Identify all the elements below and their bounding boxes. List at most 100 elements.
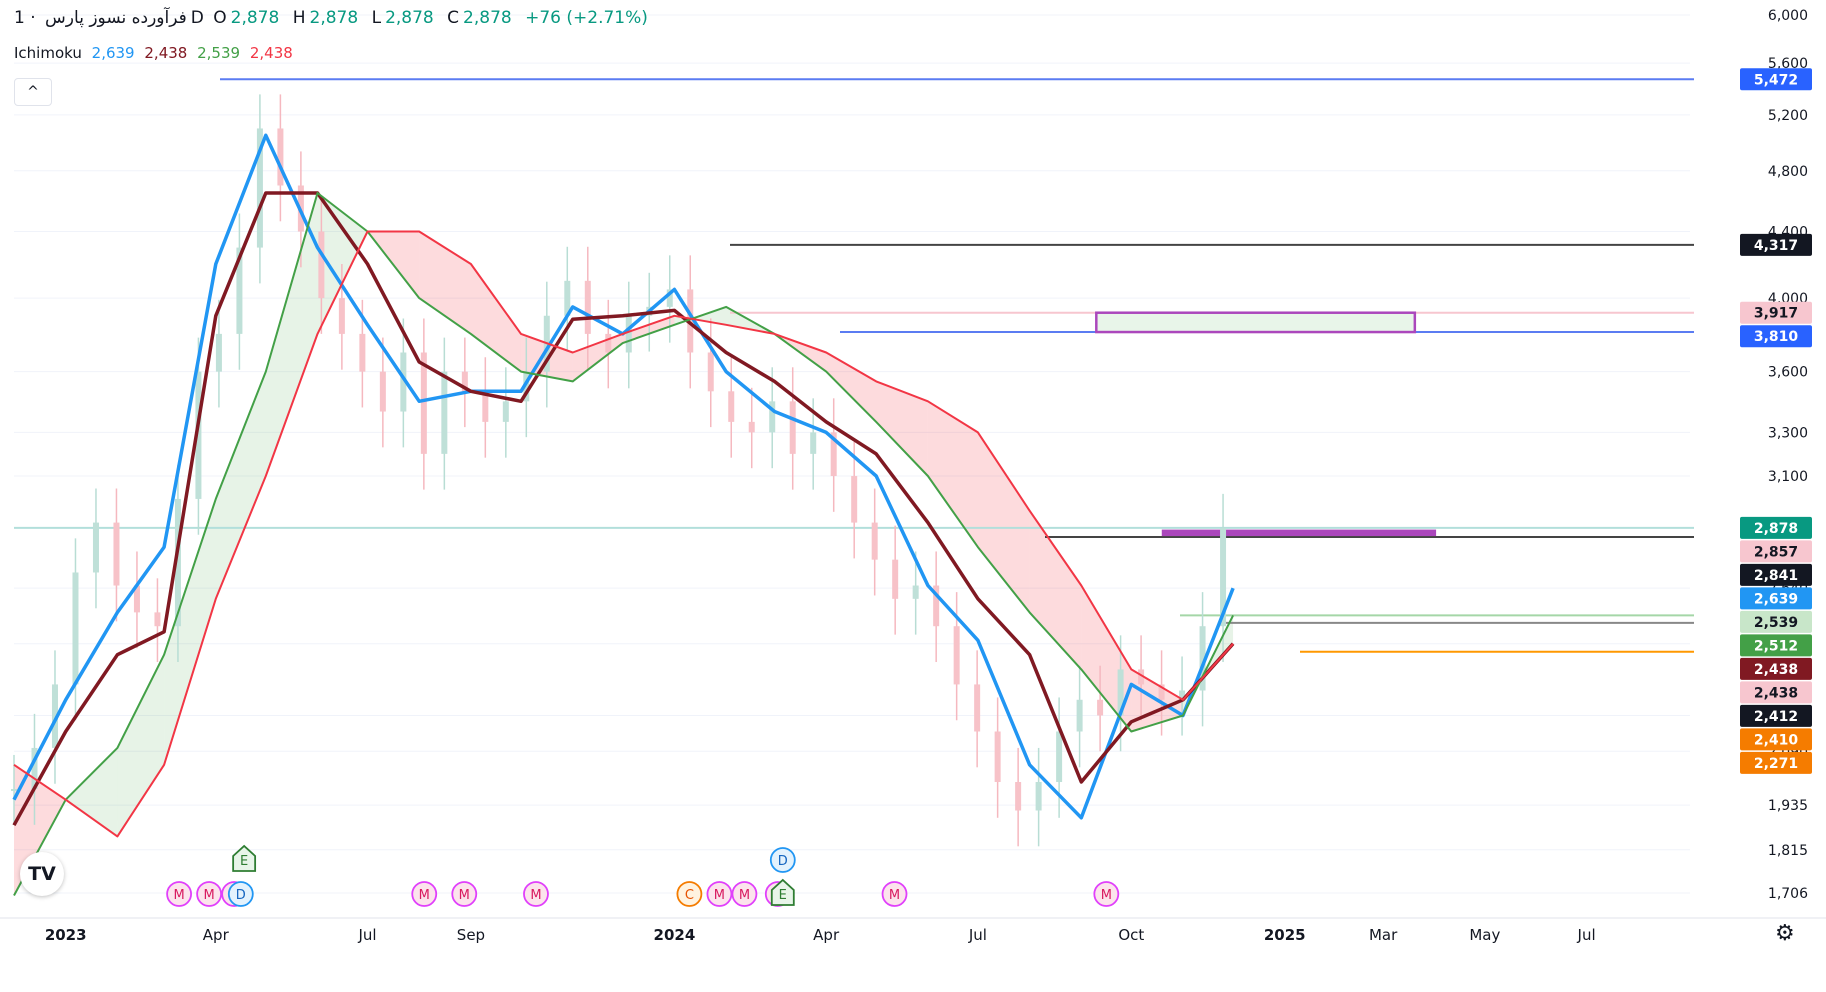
price-tag-14: 2,271 <box>1740 751 1812 774</box>
price-tag-bg-9 <box>1740 634 1812 657</box>
cloud-segment-4 <box>215 371 266 599</box>
candle-body-9 <box>195 371 202 499</box>
x-tick-label-3: Sep <box>457 926 485 944</box>
y-tick-label-3: 4,800 <box>1768 164 1808 180</box>
price-tag-bg-0 <box>1740 68 1812 91</box>
x-tick-label-5: Apr <box>813 926 840 944</box>
event-marker-shape-14 <box>881 881 908 907</box>
price-tag-bg-12 <box>1740 704 1812 727</box>
event-marker-c-8[interactable]: C <box>676 881 703 907</box>
price-tag-bg-5 <box>1740 540 1812 563</box>
indicator-name[interactable]: Ichimoku <box>14 44 82 62</box>
time-axis[interactable]: 2023 Apr Jul Sep 2024 Apr Jul Oct 2025 Mar May Jul <box>0 917 1826 944</box>
price-tag-11: 2,438 <box>1740 681 1812 704</box>
event-marker-shape-1 <box>196 881 223 907</box>
price-tag-0: 5,472 <box>1740 68 1812 91</box>
candle-body-59 <box>1220 527 1227 627</box>
price-tag-label-12: 2,412 <box>1754 709 1798 725</box>
event-marker-letter-8: C <box>685 888 694 903</box>
candle-body-54 <box>1117 669 1124 716</box>
candle-body-56 <box>1158 684 1165 700</box>
event-marker-shape-6 <box>451 881 478 907</box>
gear-icon[interactable]: ⚙ <box>1775 921 1795 946</box>
indicator-value-span-a: 2,539 <box>197 44 241 62</box>
candle-body-1 <box>31 747 38 790</box>
candle-body-40 <box>830 432 837 477</box>
price-tag-bg-14 <box>1740 751 1812 774</box>
collapse-legend-button[interactable]: ^ <box>14 78 52 106</box>
event-marker-m-9[interactable]: M <box>706 881 733 907</box>
candle-body-32 <box>666 289 673 307</box>
event-marker-m-15[interactable]: M <box>1093 881 1120 907</box>
cloud-segment-1 <box>65 747 118 837</box>
event-marker-m-5[interactable]: M <box>411 881 438 907</box>
y-tick-label-14: 1,935 <box>1768 798 1808 814</box>
event-marker-e-4[interactable]: E <box>232 844 257 872</box>
event-marker-m-1[interactable]: M <box>196 881 223 907</box>
event-marker-m-6[interactable]: M <box>451 881 478 907</box>
indicator-legend[interactable]: Ichimoku 2,639 2,438 2,539 2,438 <box>14 44 298 62</box>
candle-body-45 <box>933 585 940 627</box>
cloud-segment-17 <box>876 381 928 477</box>
tradingview-logo-icon[interactable]: TV <box>20 852 64 896</box>
price-tag-label-14: 2,271 <box>1754 756 1798 772</box>
drawn-zones[interactable] <box>1095 311 1437 537</box>
price-tag-label-5: 2,857 <box>1754 544 1798 560</box>
cloud-segment-8 <box>419 231 471 334</box>
price-tag-12: 2,412 <box>1740 704 1812 727</box>
event-marker-d-3[interactable]: D <box>227 881 254 907</box>
event-marker-letter-7: M <box>530 888 541 903</box>
ohlc-close: C 2,878 <box>447 8 512 28</box>
candle-body-2 <box>51 684 58 748</box>
price-tag-bg-4 <box>1740 516 1812 539</box>
candle-body-6 <box>133 585 140 613</box>
candle-body-37 <box>769 401 776 433</box>
cloud-segment-6 <box>317 192 368 334</box>
symbol-legend[interactable]: فرآورده نسوز پارس · 1D O 2,878 H 2,878 L 2,… <box>14 8 652 28</box>
zone-rect-0[interactable] <box>1095 311 1417 334</box>
event-marker-m-10[interactable]: M <box>731 881 758 907</box>
cloud-segment-20 <box>1029 510 1082 670</box>
candle-body-17 <box>359 333 366 372</box>
candle-body-34 <box>707 352 714 392</box>
candle-body-19 <box>400 352 407 412</box>
candle-body-18 <box>379 371 386 412</box>
candle-body-53 <box>1097 699 1104 716</box>
price-tag-label-1: 4,317 <box>1754 238 1798 254</box>
event-marker-letter-12: E <box>779 888 787 903</box>
event-marker-e-12[interactable]: E <box>770 878 795 906</box>
price-tag-4: 2,878 <box>1740 516 1812 539</box>
event-marker-letter-15: M <box>1101 888 1112 903</box>
event-marker-m-14[interactable]: M <box>881 881 908 907</box>
candle-body-41 <box>851 476 858 523</box>
cloud-segment-19 <box>977 432 1030 613</box>
event-marker-d-13[interactable]: D <box>769 847 796 873</box>
indicator-value-tenkan: 2,639 <box>91 44 135 62</box>
candle-body-36 <box>748 421 755 433</box>
horizontal-levels[interactable] <box>14 78 1700 653</box>
event-marker-shape-15 <box>1093 881 1120 907</box>
price-tag-label-8: 2,539 <box>1754 615 1798 631</box>
price-tags: 5,472 4,317 3,917 3,810 2,878 2,857 2,841 2,639… <box>1740 68 1812 774</box>
price-tag-9: 2,512 <box>1740 634 1812 657</box>
event-markers[interactable]: MMMDEMMMCMMMEDMM <box>166 844 1120 907</box>
event-marker-m-0[interactable]: M <box>166 881 192 907</box>
y-tick-label-15: 1,815 <box>1768 843 1808 859</box>
interval-label[interactable]: 1D <box>14 8 204 28</box>
price-change: +76 (+2.71%) <box>525 8 648 28</box>
price-tag-5: 2,857 <box>1740 540 1812 563</box>
candle-body-52 <box>1076 699 1083 732</box>
candle-body-16 <box>338 298 345 334</box>
candle-body-7 <box>154 612 161 627</box>
candle-body-51 <box>1056 731 1063 782</box>
candle-body-15 <box>318 231 325 299</box>
candle-body-12 <box>256 128 263 248</box>
cloud-segment-5 <box>265 192 318 477</box>
zone-rect-1[interactable] <box>1161 529 1437 537</box>
indicator-lines <box>12 133 1235 896</box>
event-marker-shape-10 <box>731 881 758 907</box>
event-marker-m-7[interactable]: M <box>523 881 549 907</box>
event-marker-shape-0 <box>166 881 192 907</box>
